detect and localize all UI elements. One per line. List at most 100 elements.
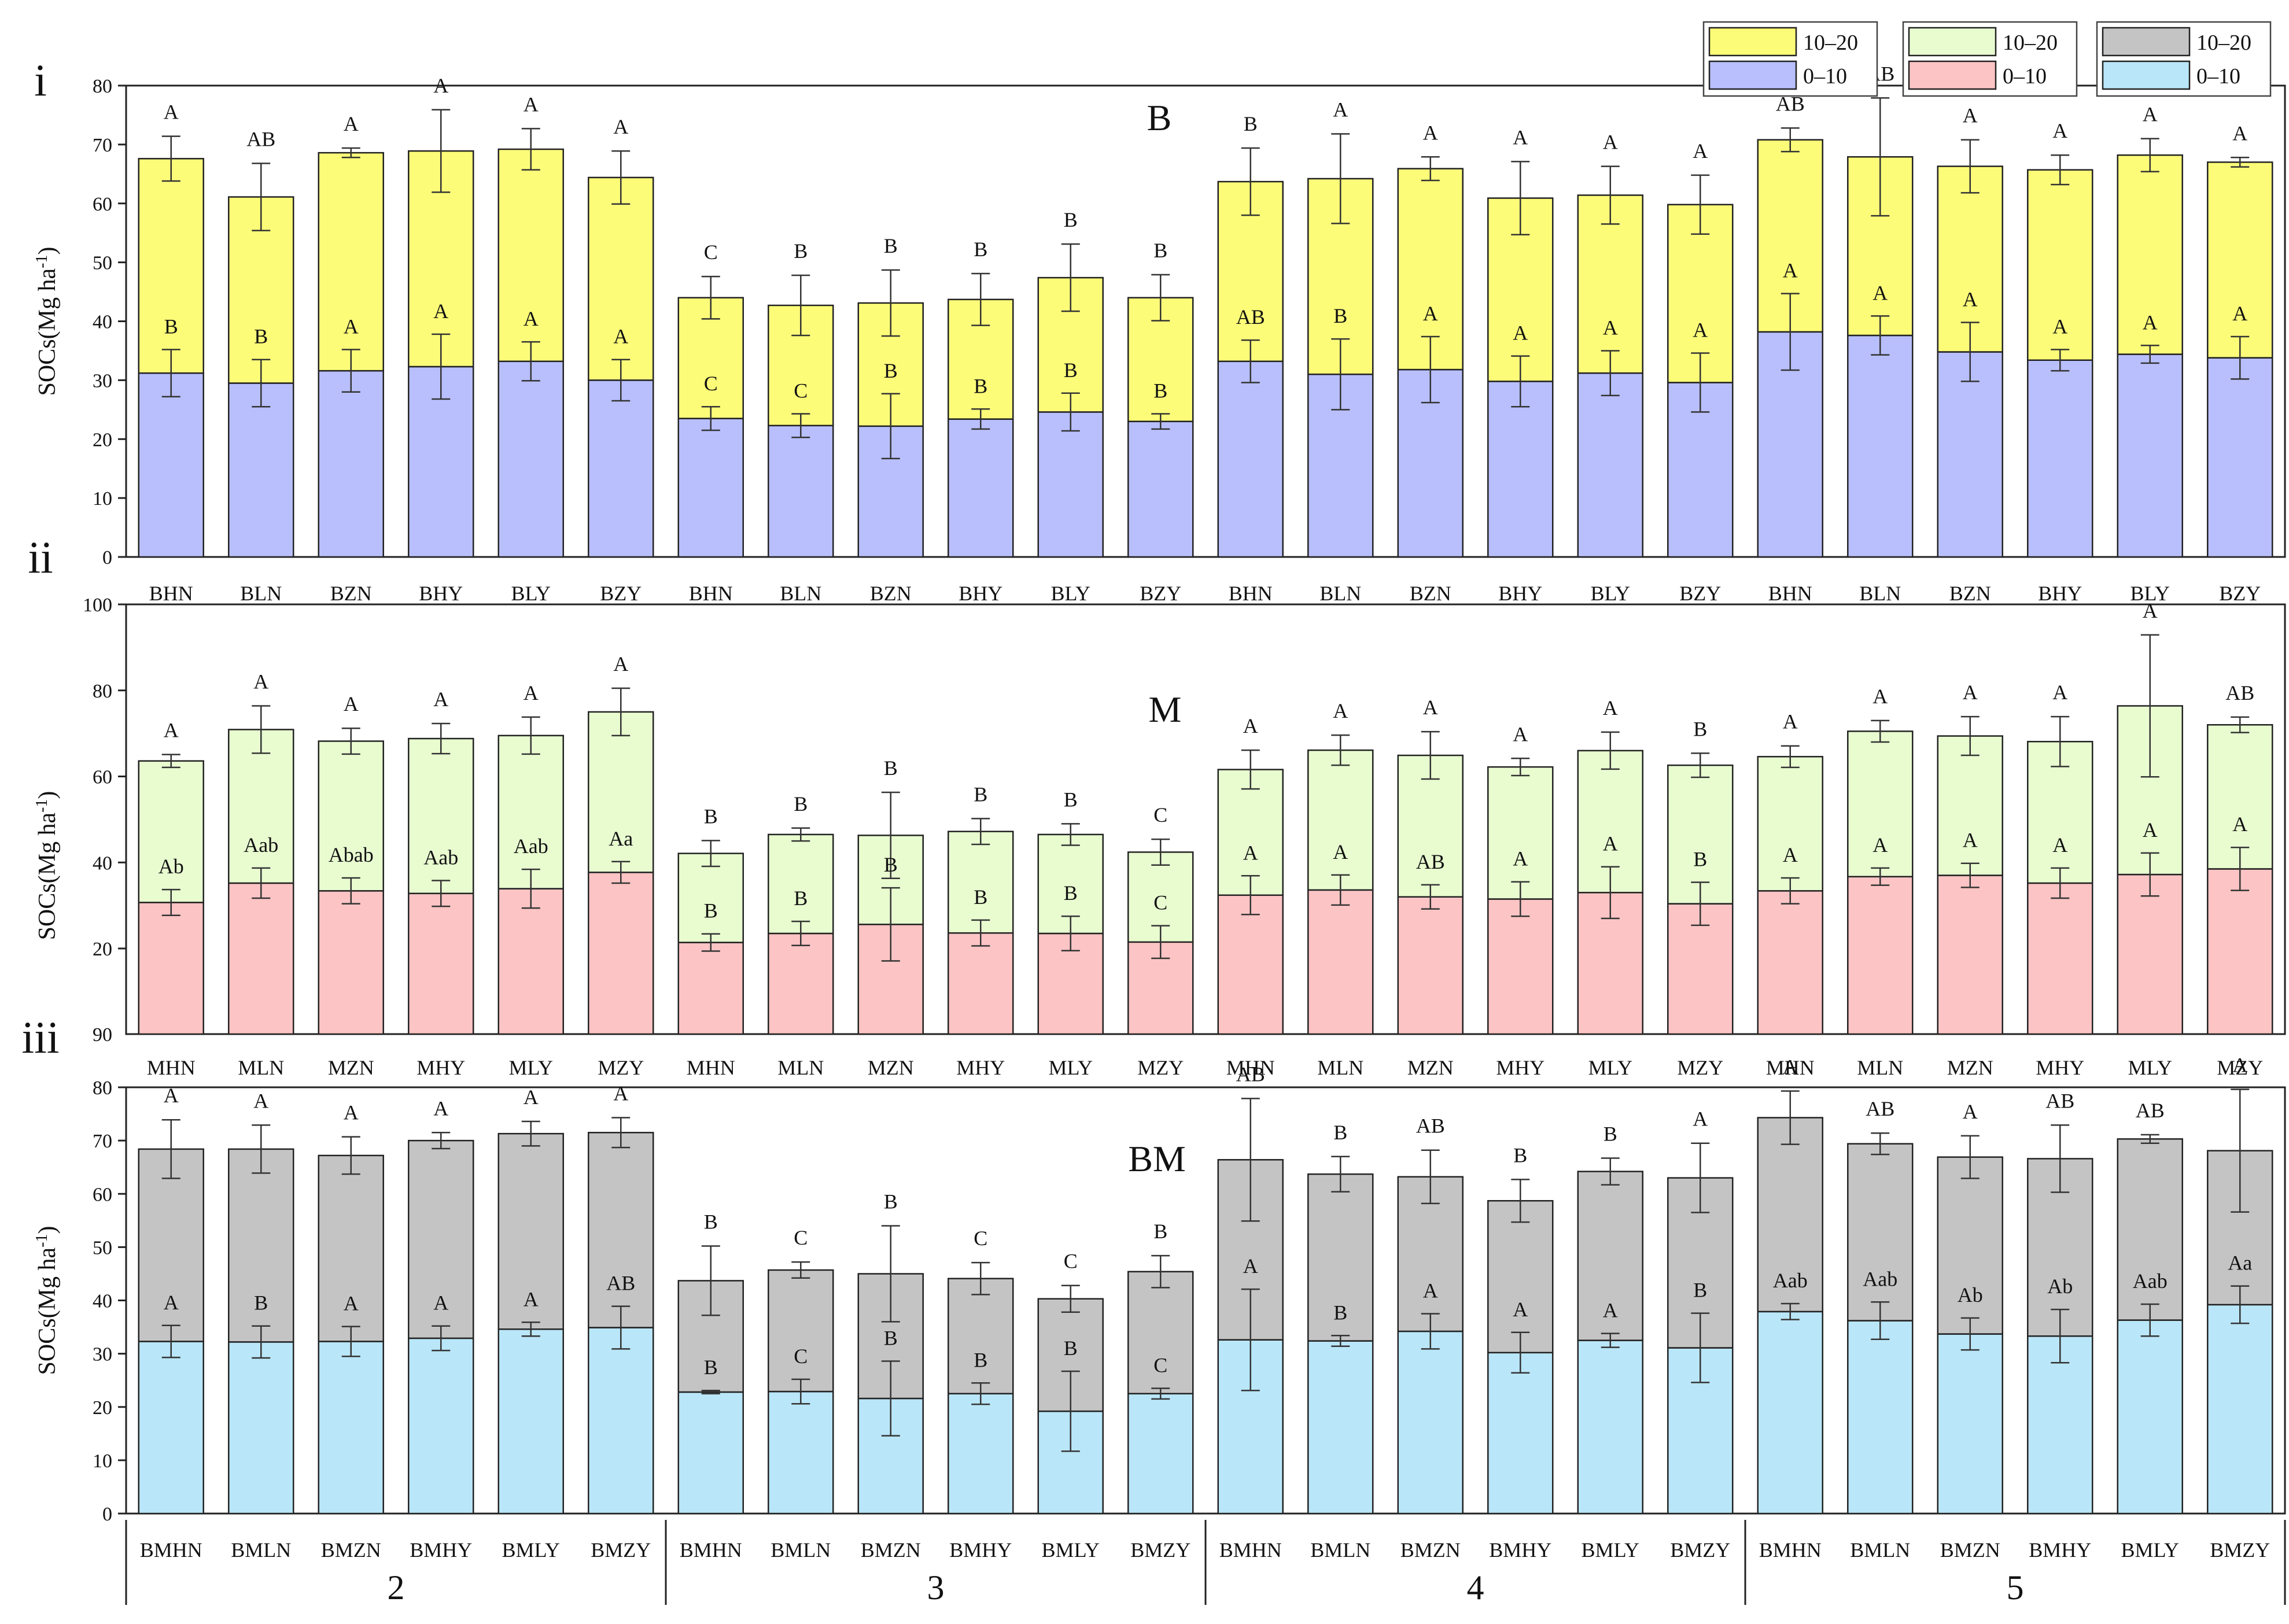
bar-segment-0-10	[2117, 353, 2183, 558]
significance-letter-10-20: A	[1243, 714, 1258, 737]
significance-letter-0-10: Ab	[2047, 1275, 2073, 1298]
bar-segment-0-10	[1487, 1352, 1554, 1515]
bar-segment-0-10	[497, 360, 564, 558]
x-category-label: BMHN	[140, 1538, 202, 1562]
x-category-label: BMZY	[1130, 1538, 1190, 1562]
significance-letter-10-20: B	[1153, 1220, 1167, 1243]
significance-letter-0-10: A	[1423, 1279, 1438, 1302]
significance-letter-10-20: AB	[2045, 1089, 2074, 1112]
x-category-label: BHN	[149, 582, 193, 605]
bar-segment-0-10	[768, 425, 834, 558]
bar-segment-10-20	[1037, 1298, 1104, 1412]
significance-letter-10-20: A	[524, 93, 539, 116]
panel-roman-label: i	[34, 55, 47, 105]
y-tick-label-iii: 0	[102, 1504, 112, 1525]
x-category-label: MHN	[1766, 1056, 1815, 1079]
significance-letter-10-20: A	[613, 1082, 628, 1105]
significance-letter-10-20: B	[884, 234, 898, 257]
significance-letter-10-20: B	[704, 804, 718, 828]
x-category-label: BHN	[1229, 582, 1273, 605]
significance-letter-10-20: A	[2232, 1054, 2247, 1077]
significance-letter-0-10: Ab	[1958, 1283, 1983, 1306]
y-tick-label-i: 10	[93, 488, 112, 510]
significance-letter-10-20: A	[1333, 98, 1348, 121]
bar-segment-10-20	[1937, 165, 2003, 353]
bar-segment-10-20	[768, 1269, 834, 1393]
group-label: 5	[2007, 1568, 2024, 1607]
significance-letter-0-10: A	[164, 1291, 179, 1314]
significance-letter-10-20: A	[2052, 681, 2067, 704]
x-category-label: BMLY	[1582, 1538, 1639, 1562]
x-category-label: BMLN	[1850, 1538, 1910, 1562]
bar-segment-0-10	[1937, 1333, 2003, 1515]
x-category-label: MLY	[2128, 1056, 2172, 1079]
significance-letter-10-20: AB	[1866, 1097, 1894, 1120]
x-category-label: MLN	[238, 1056, 284, 1079]
bar-segment-0-10	[2207, 868, 2273, 1035]
significance-letter-0-10: AB	[1416, 850, 1445, 873]
group-label: 2	[388, 1568, 405, 1607]
significance-letter-0-10: Aab	[1773, 1269, 1808, 1292]
x-category-label: BZN	[870, 582, 912, 605]
significance-letter-10-20: A	[524, 681, 539, 704]
x-category-label: MLY	[509, 1056, 553, 1079]
bar-segment-10-20	[1217, 769, 1284, 896]
significance-letter-10-20: A	[1693, 139, 1708, 163]
significance-letter-10-20: A	[1873, 685, 1888, 708]
bar-segment-0-10	[1127, 1393, 1194, 1515]
significance-letter-0-10: A	[1333, 840, 1348, 863]
significance-letter-0-10: A	[1873, 833, 1888, 857]
x-category-label: MZN	[1947, 1056, 1993, 1079]
bar-segment-10-20	[497, 148, 564, 363]
bar-segment-10-20	[1127, 1271, 1194, 1394]
x-category-label: BHN	[1768, 582, 1812, 605]
significance-letter-10-20: A	[1693, 1108, 1708, 1131]
significance-letter-10-20: B	[1244, 112, 1258, 135]
significance-letter-0-10: C	[794, 1345, 808, 1368]
significance-letter-0-10: B	[1333, 1301, 1347, 1324]
significance-letter-0-10: B	[704, 1356, 718, 1379]
y-axis-label-close: )	[34, 1226, 61, 1234]
y-tick-label-ii: 60	[93, 767, 112, 788]
significance-letter-0-10: C	[704, 372, 718, 395]
significance-letter-0-10: B	[1693, 1279, 1707, 1302]
bar-segment-0-10	[677, 942, 744, 1035]
legend-label: 10–20	[1803, 31, 1858, 55]
significance-letter-0-10: A	[2052, 833, 2067, 857]
significance-letter-0-10: A	[524, 307, 539, 330]
significance-letter-0-10: Aa	[609, 827, 633, 850]
bar-segment-0-10	[1397, 1330, 1464, 1515]
x-category-label: MZN	[1407, 1056, 1454, 1079]
significance-letter-10-20: A	[2232, 121, 2247, 145]
significance-letter-10-20: A	[1963, 1100, 1978, 1123]
x-category-label: BZY	[1679, 582, 1721, 605]
bar-segment-0-10	[1847, 334, 1914, 558]
x-category-label: BMZN	[861, 1538, 921, 1562]
bar-segment-0-10	[408, 1337, 474, 1515]
significance-letter-10-20: A	[613, 115, 628, 138]
significance-letter-10-20: B	[704, 1210, 718, 1234]
bar-segment-0-10	[948, 1393, 1014, 1515]
significance-letter-10-20: B	[1513, 1143, 1527, 1167]
significance-letter-0-10: B	[884, 359, 898, 382]
significance-letter-10-20: AB	[246, 127, 275, 150]
bar-segment-0-10	[497, 1328, 564, 1515]
significance-letter-0-10: A	[1963, 288, 1978, 311]
bar-segment-0-10	[1847, 876, 1914, 1035]
significance-letter-10-20: C	[974, 1227, 987, 1250]
significance-letter-10-20: A	[433, 1097, 448, 1120]
significance-letter-0-10: B	[254, 325, 268, 348]
bar-segment-0-10	[2117, 1319, 2183, 1515]
significance-letter-10-20: B	[1064, 788, 1078, 811]
significance-letter-10-20: B	[1333, 1121, 1347, 1144]
significance-letter-0-10: A	[344, 1292, 359, 1315]
significance-letter-0-10: B	[254, 1291, 268, 1315]
y-axis-label-superscript: -1	[33, 799, 51, 813]
significance-letter-0-10: A	[2232, 302, 2247, 325]
bar-segment-0-10	[1217, 894, 1284, 1035]
x-category-label: BMZY	[2210, 1538, 2270, 1562]
significance-letter-0-10: A	[1783, 843, 1798, 866]
x-category-label: BMHY	[2029, 1538, 2091, 1562]
significance-letter-10-20: A	[1963, 681, 1978, 704]
bar-segment-0-10	[138, 372, 204, 558]
